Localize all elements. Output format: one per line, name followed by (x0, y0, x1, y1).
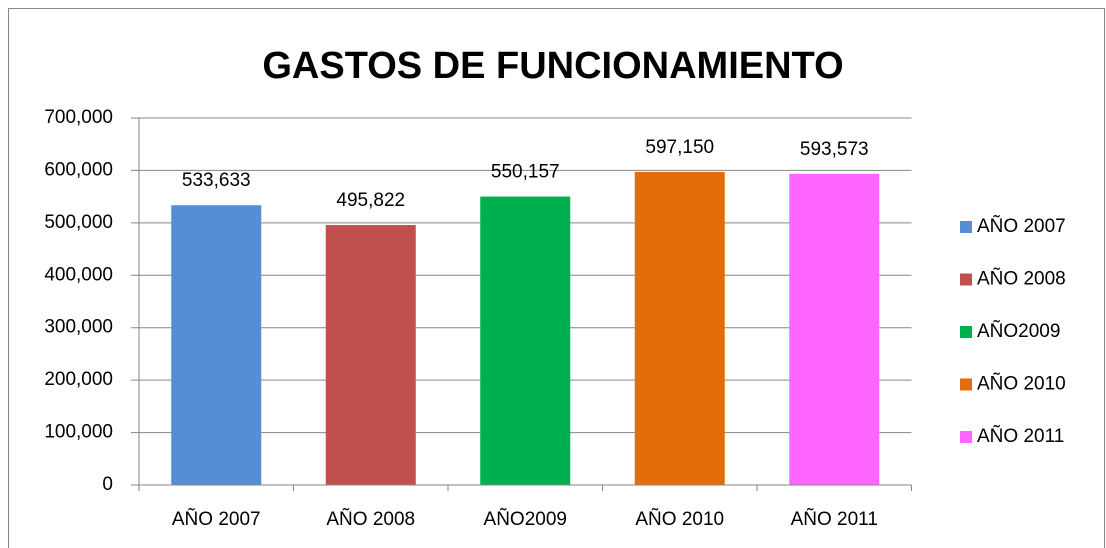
legend-label: AÑO 2010 (977, 373, 1066, 395)
bar (325, 225, 416, 485)
legend-swatch (960, 431, 972, 443)
y-tick-label: 300,000 (44, 317, 113, 338)
x-tick-label: AÑO 2011 (791, 508, 878, 530)
value-label: 533,633 (182, 170, 251, 191)
x-tick-label: AÑO 2010 (635, 508, 724, 530)
y-tick-label: 0 (102, 474, 113, 495)
x-tick-label: AÑO 2007 (172, 508, 261, 530)
y-tick-label: 100,000 (44, 422, 113, 443)
y-tick-label: 600,000 (44, 159, 113, 180)
legend-swatch (960, 221, 972, 233)
legend-label: AÑO 2007 (977, 215, 1066, 237)
legend-label: AÑO 2008 (977, 268, 1066, 290)
value-label: 495,822 (336, 190, 405, 211)
legend-label: AÑO2009 (977, 320, 1060, 342)
chart-title: GASTOS DE FUNCIONAMIENTO (262, 45, 843, 87)
x-tick-label: AÑO 2008 (326, 508, 415, 530)
bar (480, 196, 571, 485)
legend-swatch (960, 378, 972, 391)
legend-swatch (960, 326, 972, 338)
bar (171, 205, 262, 485)
x-tick-label: AÑO2009 (484, 508, 567, 530)
bar (789, 173, 880, 485)
value-label: 593,573 (800, 139, 869, 160)
y-tick-label: 400,000 (44, 264, 113, 285)
value-label: 550,157 (491, 162, 560, 183)
legend-label: AÑO 2011 (977, 425, 1064, 447)
legend-swatch (960, 273, 972, 286)
y-tick-label: 200,000 (44, 369, 113, 390)
value-label: 597,150 (645, 137, 714, 158)
bar (634, 171, 725, 485)
y-tick-label: 700,000 (44, 107, 113, 128)
y-tick-label: 500,000 (44, 212, 113, 233)
